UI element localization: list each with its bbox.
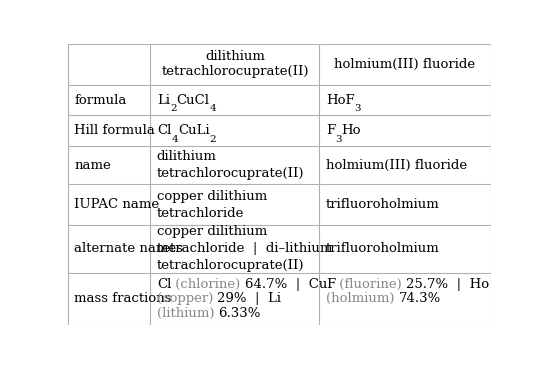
Text: CuCl: CuCl (177, 93, 209, 107)
Text: 2: 2 (170, 104, 177, 113)
Text: (holmium): (holmium) (326, 292, 398, 306)
Text: (fluorine): (fluorine) (335, 278, 406, 291)
Text: (chlorine): (chlorine) (171, 278, 245, 291)
Text: dilithium
tetrachlorocuprate(II): dilithium tetrachlorocuprate(II) (157, 150, 304, 180)
Text: 64.7%  |  Cu: 64.7% | Cu (245, 278, 327, 291)
Text: holmium(III) fluoride: holmium(III) fluoride (335, 58, 476, 71)
Text: Cl: Cl (157, 124, 171, 138)
Text: name: name (75, 159, 111, 172)
Text: trifluoroholmium: trifluoroholmium (326, 242, 439, 255)
Text: mass fractions: mass fractions (75, 292, 172, 306)
Text: dilithium
tetrachlorocuprate(II): dilithium tetrachlorocuprate(II) (161, 50, 308, 78)
Text: IUPAC name: IUPAC name (75, 198, 160, 211)
Text: F: F (326, 124, 335, 138)
Text: alternate names: alternate names (75, 242, 183, 255)
Text: 29%  |  Li: 29% | Li (217, 292, 281, 306)
Text: Ho: Ho (341, 124, 361, 138)
Text: (lithium): (lithium) (157, 307, 219, 320)
Text: 25.7%  |  Ho: 25.7% | Ho (406, 278, 489, 291)
Text: 6.33%: 6.33% (219, 307, 261, 320)
Text: HoF: HoF (326, 93, 354, 107)
Text: 4: 4 (209, 104, 216, 113)
Text: CuLi: CuLi (178, 124, 209, 138)
Text: copper dilithium
tetrachloride  |  di–lithium
tetrachlorocuprate(II): copper dilithium tetrachloride | di–lith… (157, 226, 332, 272)
Text: 74.3%: 74.3% (398, 292, 441, 306)
Text: 3: 3 (335, 135, 341, 144)
Text: trifluoroholmium: trifluoroholmium (326, 198, 439, 211)
Text: Hill formula: Hill formula (75, 124, 155, 138)
Text: 2: 2 (209, 135, 216, 144)
Text: F: F (326, 278, 335, 291)
Text: Cl: Cl (157, 278, 171, 291)
Text: copper dilithium
tetrachloride: copper dilithium tetrachloride (157, 190, 267, 220)
Text: formula: formula (75, 93, 127, 107)
Text: 3: 3 (354, 104, 361, 113)
Text: Li: Li (157, 93, 170, 107)
Text: holmium(III) fluoride: holmium(III) fluoride (326, 159, 467, 172)
Text: 4: 4 (171, 135, 178, 144)
Text: (copper): (copper) (157, 292, 217, 306)
